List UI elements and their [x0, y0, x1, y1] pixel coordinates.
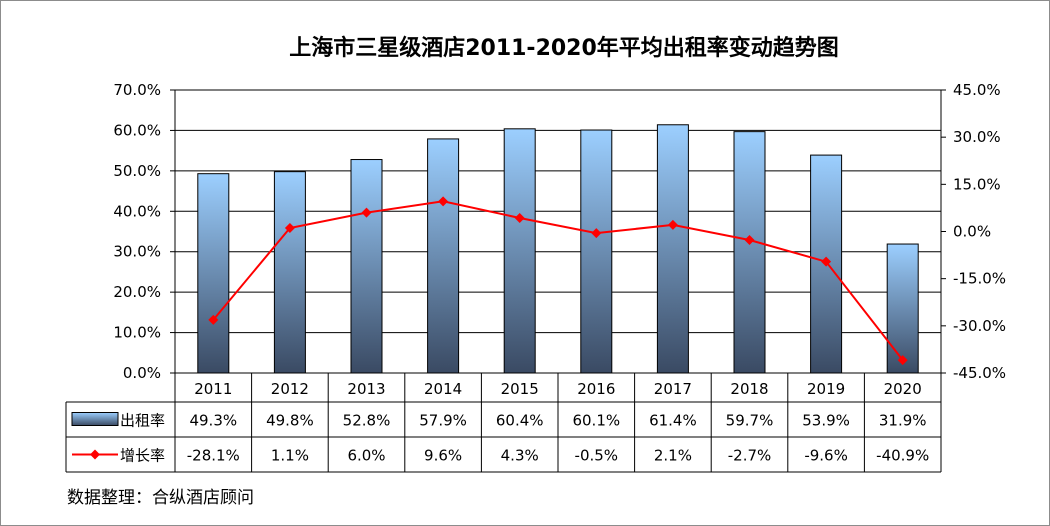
growth-marker [438, 196, 449, 207]
right-tick-label: 30.0% [953, 128, 1001, 146]
legend-label: 出租率 [120, 412, 165, 430]
axes: 0.0% 10.0% 20.0% 30.0% 40.0% 50.0% 60.0% 70.0% -… [113, 81, 1006, 382]
category-label: 2019 [807, 380, 845, 398]
bar [273, 171, 306, 374]
growth-marker [744, 234, 755, 245]
data-cell: 49.8% [266, 412, 314, 430]
category-label: 2013 [347, 380, 385, 398]
category-label: 2014 [424, 380, 462, 398]
category-label: 2020 [884, 380, 922, 398]
left-tick-label: 60.0% [113, 121, 161, 139]
category-label: 2015 [501, 380, 539, 398]
growth-marker [208, 314, 219, 325]
category-label: 2016 [577, 380, 615, 398]
right-tick-label: 15.0% [953, 175, 1001, 193]
bar [656, 124, 689, 374]
data-cell: 61.4% [649, 412, 697, 430]
bar [350, 159, 383, 374]
data-cell: 52.8% [343, 412, 391, 430]
left-tick-label: 20.0% [113, 283, 161, 301]
data-cell: -2.7% [728, 447, 772, 465]
data-cell: 60.1% [572, 412, 620, 430]
data-cell: 2.1% [654, 447, 692, 465]
category-label: 2011 [194, 380, 232, 398]
left-tick-label: 50.0% [113, 162, 161, 180]
data-cell: 31.9% [879, 412, 927, 430]
data-cell: 4.3% [501, 447, 539, 465]
right-tick-label: -45.0% [953, 364, 1006, 382]
legend-marker [90, 449, 100, 460]
data-cell: 60.4% [496, 412, 544, 430]
bar [503, 128, 536, 374]
data-cell: -28.1% [187, 447, 240, 465]
right-tick-label: -30.0% [953, 317, 1006, 335]
category-label: 2012 [271, 380, 309, 398]
left-tick-label: 10.0% [113, 324, 161, 342]
bar [886, 243, 919, 374]
data-cell: -9.6% [804, 447, 848, 465]
growth-marker [284, 223, 295, 234]
data-cell: 6.0% [347, 447, 385, 465]
bar [580, 129, 613, 374]
left-tick-label: 40.0% [113, 202, 161, 220]
legend-bar-key [71, 412, 119, 426]
left-tick-label: 0.0% [123, 364, 161, 382]
bar [733, 131, 766, 374]
data-cell: -40.9% [876, 447, 929, 465]
growth-marker [591, 228, 602, 239]
data-cell: 49.3% [189, 412, 237, 430]
bar [197, 173, 230, 374]
category-label: 2018 [730, 380, 768, 398]
right-tick-label: 0.0% [953, 223, 991, 241]
data-cell: -0.5% [575, 447, 619, 465]
bar-series [197, 124, 919, 374]
growth-marker [514, 212, 525, 223]
data-cell: 9.6% [424, 447, 462, 465]
data-cell: 57.9% [419, 412, 467, 430]
chart-title: 上海市三星级酒店2011-2020年平均出租率变动趋势图 [289, 35, 839, 61]
growth-line [212, 200, 904, 361]
left-tick-label: 30.0% [113, 243, 161, 261]
data-cell: 53.9% [802, 412, 850, 430]
line-series [208, 196, 908, 366]
data-cell: 59.7% [726, 412, 774, 430]
right-tick-label: -15.0% [953, 270, 1006, 288]
growth-marker [361, 207, 372, 218]
right-tick-label: 45.0% [953, 81, 1001, 99]
growth-marker [821, 256, 832, 267]
source-note: 数据整理：合纵酒店顾问 [67, 488, 254, 508]
data-cell: 1.1% [271, 447, 309, 465]
growth-marker [897, 355, 908, 366]
left-tick-label: 70.0% [113, 81, 161, 99]
growth-marker [667, 219, 678, 230]
bar [427, 138, 460, 374]
data-table: 2011 2012 2013 2014 2015 2016 2017 2018 2019 2020… [65, 372, 942, 473]
legend-label: 增长率 [120, 447, 165, 465]
category-label: 2017 [654, 380, 692, 398]
